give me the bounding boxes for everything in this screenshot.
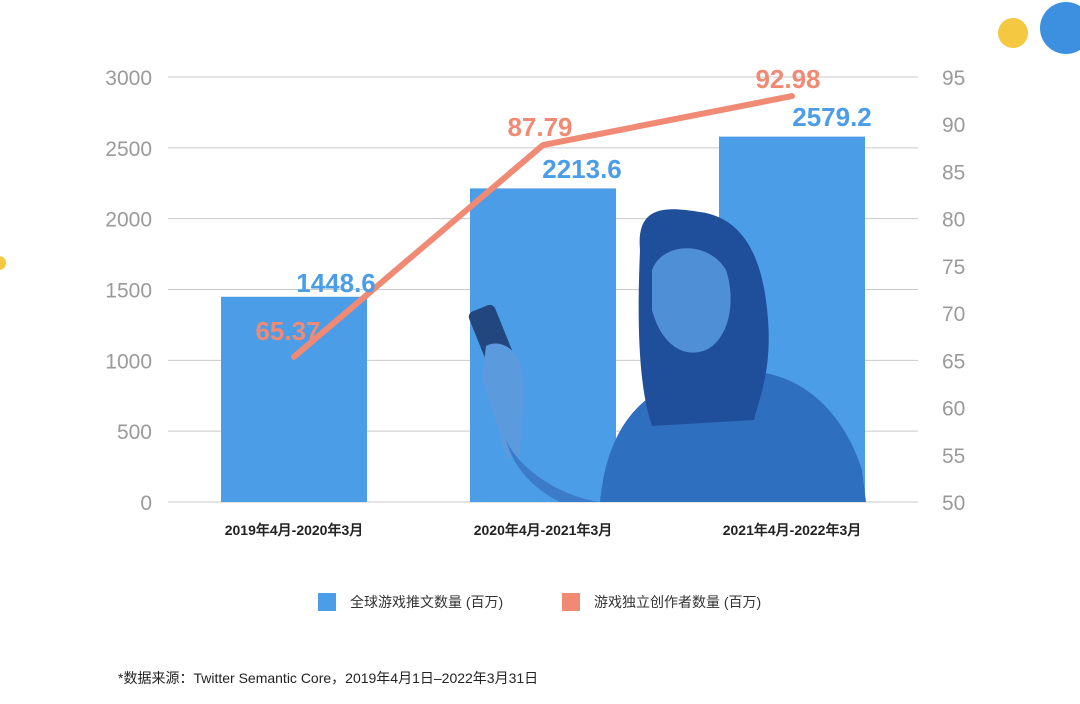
legend: 全球游戏推文数量 (百万) 游戏独立创作者数量 (百万) [0,592,1080,616]
y-right-tick-label: 65 [942,350,965,373]
y-left-tick-label: 2000 [105,209,152,232]
photo-arm [506,440,600,502]
decor-yellow-dot-top [998,18,1028,48]
series-line [291,93,795,360]
y-right-tick-label: 85 [942,161,965,184]
y-left-tick-label: 2500 [105,138,152,161]
y-left-tick-label: 500 [117,421,152,444]
legend-swatch-line [562,593,580,611]
y-right-tick-label: 90 [942,114,965,137]
bar-value-label: 2213.6 [542,154,622,184]
decor-yellow-dot-left [0,256,6,270]
x-category-label: 2020年4月-2021年3月 [474,522,613,538]
y-right-tick-label: 55 [942,445,965,468]
y-right-tick-label: 80 [942,209,965,232]
y-right-tick-label: 95 [942,67,965,90]
x-category-label: 2019年4月-2020年3月 [225,522,364,538]
bar-value-label: 1448.6 [296,268,376,298]
photo-face [652,248,731,353]
line-value-label: 65.37 [255,316,320,346]
y-right-tick-label: 70 [942,303,965,326]
line-value-label: 92.98 [755,64,820,94]
legend-label-bar: 全球游戏推文数量 (百万) [350,594,504,610]
legend-item-line: 游戏独立创作者数量 (百万) [562,592,761,612]
y-right-tick-label: 75 [942,256,965,279]
y-right-tick-label: 50 [942,492,965,515]
y-left-tick-label: 1000 [105,350,152,373]
legend-label-line: 游戏独立创作者数量 (百万) [594,594,762,610]
decor-blue-circle-top [1040,2,1080,54]
legend-item-bar: 全球游戏推文数量 (百万) [318,592,503,612]
bar-value-label: 2579.2 [792,102,872,132]
y-left-tick-label: 1500 [105,280,152,303]
legend-swatch-bar [318,593,336,611]
line-value-label: 87.79 [507,112,572,142]
y-left-tick-label: 0 [140,492,152,515]
x-category-label: 2021年4月-2022年3月 [723,522,862,538]
footnote: *数据来源：Twitter Semantic Core，2019年4月1日–20… [118,670,539,686]
photo-hand [482,343,524,458]
photo-person [468,209,866,502]
y-left-tick-label: 3000 [105,67,152,90]
bar [221,296,367,502]
y-right-tick-label: 60 [942,398,965,421]
